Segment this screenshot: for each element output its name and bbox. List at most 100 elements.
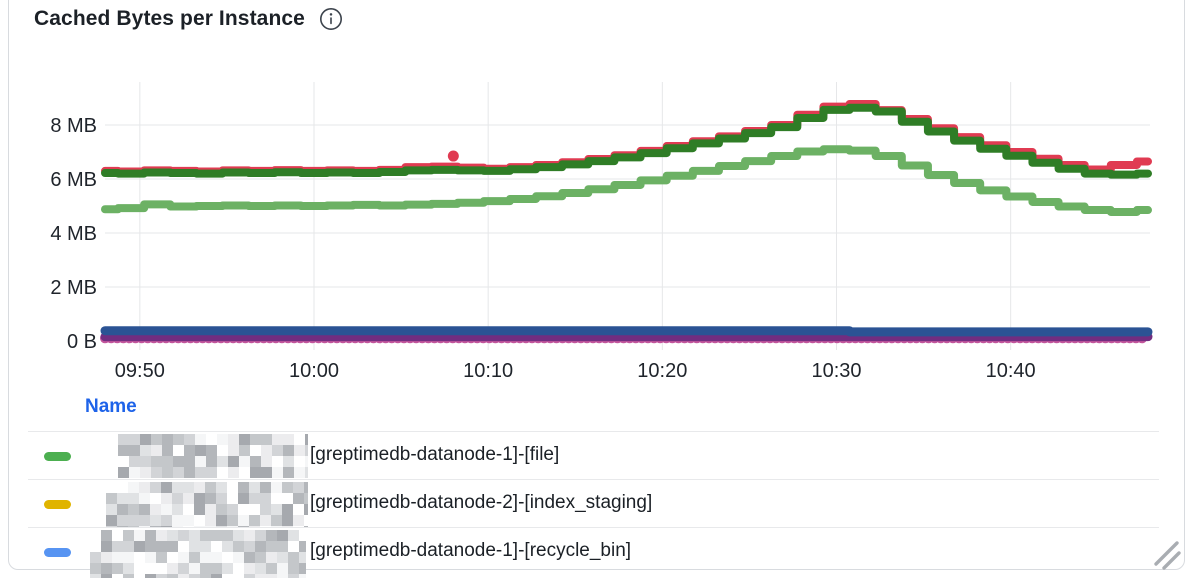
- censor-pixel: [228, 456, 239, 467]
- censor-pixel: [117, 482, 128, 493]
- censor-pixel: [156, 530, 167, 541]
- censor-pixel: [233, 563, 244, 574]
- censor-pixel: [205, 526, 216, 527]
- censor-pixel: [211, 552, 222, 563]
- censor-pixel: [211, 530, 222, 541]
- censor-pixel: [183, 482, 194, 493]
- censor-pixel: [161, 504, 172, 515]
- censor-pixel: [283, 434, 294, 445]
- censor-pixel: [216, 526, 227, 527]
- censor-pixel: [271, 526, 282, 527]
- censor-pixel: [172, 482, 183, 493]
- censor-pixel: [249, 504, 260, 515]
- censor-pixel: [184, 445, 195, 456]
- censor-pixel: [172, 504, 183, 515]
- censor-pixel: [304, 504, 308, 515]
- censor-pixel: [123, 563, 134, 574]
- censor-pixel: [106, 493, 117, 504]
- censor-pixel: [145, 563, 156, 574]
- censor-pixel: [189, 541, 200, 552]
- censor-pixel: [304, 482, 308, 493]
- censor-pixel: [206, 467, 217, 478]
- censor-pixel: [277, 541, 288, 552]
- censor-pixel: [145, 541, 156, 552]
- censor-pixel: [244, 541, 255, 552]
- censor-pixel: [167, 563, 178, 574]
- censor-pixel: [233, 530, 244, 541]
- censor-pixel: [205, 493, 216, 504]
- legend-row[interactable]: [greptimedb-datanode-1]-[file]: [28, 433, 1159, 480]
- censor-pixel: [216, 504, 227, 515]
- censor-pixel: [128, 482, 139, 493]
- legend-row[interactable]: [greptimedb-datanode-2]-[index_staging]: [28, 481, 1159, 528]
- series-label: [greptimedb-datanode-2]-[index_staging]: [310, 492, 653, 513]
- censor-pixel: [304, 515, 308, 526]
- censor-pixel: [238, 515, 249, 526]
- legend-name-header[interactable]: Name: [85, 396, 137, 417]
- censor-pixel: [277, 530, 288, 541]
- censor-pixel: [294, 445, 305, 456]
- censor-pixel: [139, 515, 150, 526]
- censor-pixel: [161, 482, 172, 493]
- censor-pixel: [244, 574, 255, 578]
- censor-pixel: [117, 515, 128, 526]
- censor-pixel: [227, 515, 238, 526]
- censor-pixel: [156, 563, 167, 574]
- censor-pixel: [239, 456, 250, 467]
- censor-pixel: [249, 493, 260, 504]
- censor-pixel: [272, 467, 283, 478]
- censor-pixel: [288, 541, 299, 552]
- censor-pixel: [305, 456, 308, 467]
- censor-pixel: [167, 530, 178, 541]
- censor-pixel: [90, 552, 101, 563]
- censor-pixel: [128, 504, 139, 515]
- censor-pixel: [217, 456, 228, 467]
- censor-pixel: [206, 434, 217, 445]
- censor-pixel: [239, 434, 250, 445]
- censor-pixel: [288, 574, 299, 578]
- censor-pixel: [90, 563, 101, 574]
- censor-pixel: [239, 467, 250, 478]
- censor-pixel: [305, 434, 308, 445]
- series-label: [greptimedb-datanode-1]-[recycle_bin]: [310, 540, 632, 561]
- censor-pixel: [145, 552, 156, 563]
- censor-pixel: [178, 530, 189, 541]
- censor-pixel: [183, 504, 194, 515]
- censor-pixel: [173, 434, 184, 445]
- censor-pixel: [200, 541, 211, 552]
- censor-pixel: [244, 552, 255, 563]
- censor-pixel: [228, 467, 239, 478]
- censor-pixel: [260, 526, 271, 527]
- censor-pixel: [151, 467, 162, 478]
- censor-pixel: [260, 482, 271, 493]
- censor-pixel: [184, 456, 195, 467]
- censor-pixel: [272, 456, 283, 467]
- censor-pixel: [112, 530, 123, 541]
- censor-pixel: [299, 552, 306, 563]
- censor-pixel: [299, 530, 306, 541]
- legend-separator: [28, 479, 1159, 480]
- censor-pixel: [117, 493, 128, 504]
- panel-resize-handle[interactable]: [1140, 535, 1185, 575]
- censor-pixel: [134, 574, 145, 578]
- censor-pixel: [123, 552, 134, 563]
- censor-pixel: [250, 456, 261, 467]
- censor-pixel: [260, 504, 271, 515]
- censor-pixel: [266, 552, 277, 563]
- censor-pixel: [172, 493, 183, 504]
- censor-pixel: [266, 563, 277, 574]
- censor-pixel: [277, 574, 288, 578]
- censor-pixel: [195, 445, 206, 456]
- censor-pixel: [139, 482, 150, 493]
- legend-row[interactable]: [greptimedb-datanode-1]-[recycle_bin]: [28, 529, 1159, 576]
- censor-pixel: [206, 456, 217, 467]
- redacted-series-name: [106, 482, 308, 527]
- censor-pixel: [194, 504, 205, 515]
- censor-pixel: [200, 574, 211, 578]
- censor-pixel: [183, 493, 194, 504]
- info-icon[interactable]: [319, 7, 343, 31]
- censor-pixel: [172, 515, 183, 526]
- censor-pixel: [288, 530, 299, 541]
- censor-pixel: [139, 526, 150, 527]
- censor-pixel: [112, 552, 123, 563]
